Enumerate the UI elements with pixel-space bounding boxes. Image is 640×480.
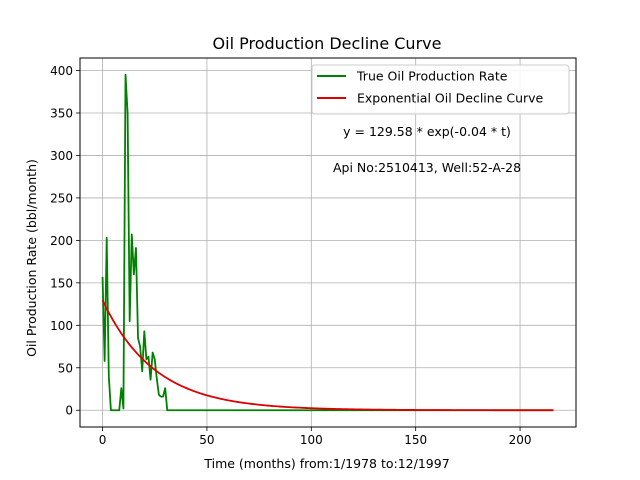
x-tick-label: 200 <box>509 433 532 447</box>
ticks: 0 50 100 150 200 0 50 100 150 200 250 300 350 400 <box>50 64 531 447</box>
y-tick-label: 50 <box>58 361 73 375</box>
x-tick-label: 100 <box>300 433 323 447</box>
y-tick-label: 200 <box>50 234 73 248</box>
y-tick-label: 0 <box>65 404 73 418</box>
legend-label-decline-curve: Exponential Oil Decline Curve <box>357 91 544 106</box>
well-annotation: Api No:2510413, Well:52-A-28 <box>333 160 521 175</box>
y-tick-label: 350 <box>50 106 73 120</box>
x-tick-label: 150 <box>404 433 427 447</box>
y-tick-label: 300 <box>50 149 73 163</box>
equation-annotation: y = 129.58 * exp(-0.04 * t) <box>343 124 511 139</box>
y-tick-label: 400 <box>50 64 73 78</box>
series-line-true-rate <box>101 73 554 412</box>
legend-label-true-rate: True Oil Production Rate <box>356 69 508 84</box>
axes-frame <box>79 57 577 428</box>
y-tick-label: 100 <box>50 319 73 333</box>
x-axis-label: Time (months) from:1/1978 to:12/1997 <box>203 456 449 471</box>
y-tick-label: 150 <box>50 276 73 290</box>
legend-box <box>311 64 570 115</box>
series-line-decline-curve <box>101 299 554 412</box>
y-tick-label: 250 <box>50 191 73 205</box>
chart-title: Oil Production Decline Curve <box>213 34 442 53</box>
legend: True Oil Production Rate Exponential Oil… <box>311 64 570 115</box>
x-tick-label: 0 <box>99 433 107 447</box>
x-tick-label: 50 <box>199 433 214 447</box>
series-layer <box>101 73 554 412</box>
y-axis-label: Oil Production Rate (bbl/month) <box>24 159 39 357</box>
